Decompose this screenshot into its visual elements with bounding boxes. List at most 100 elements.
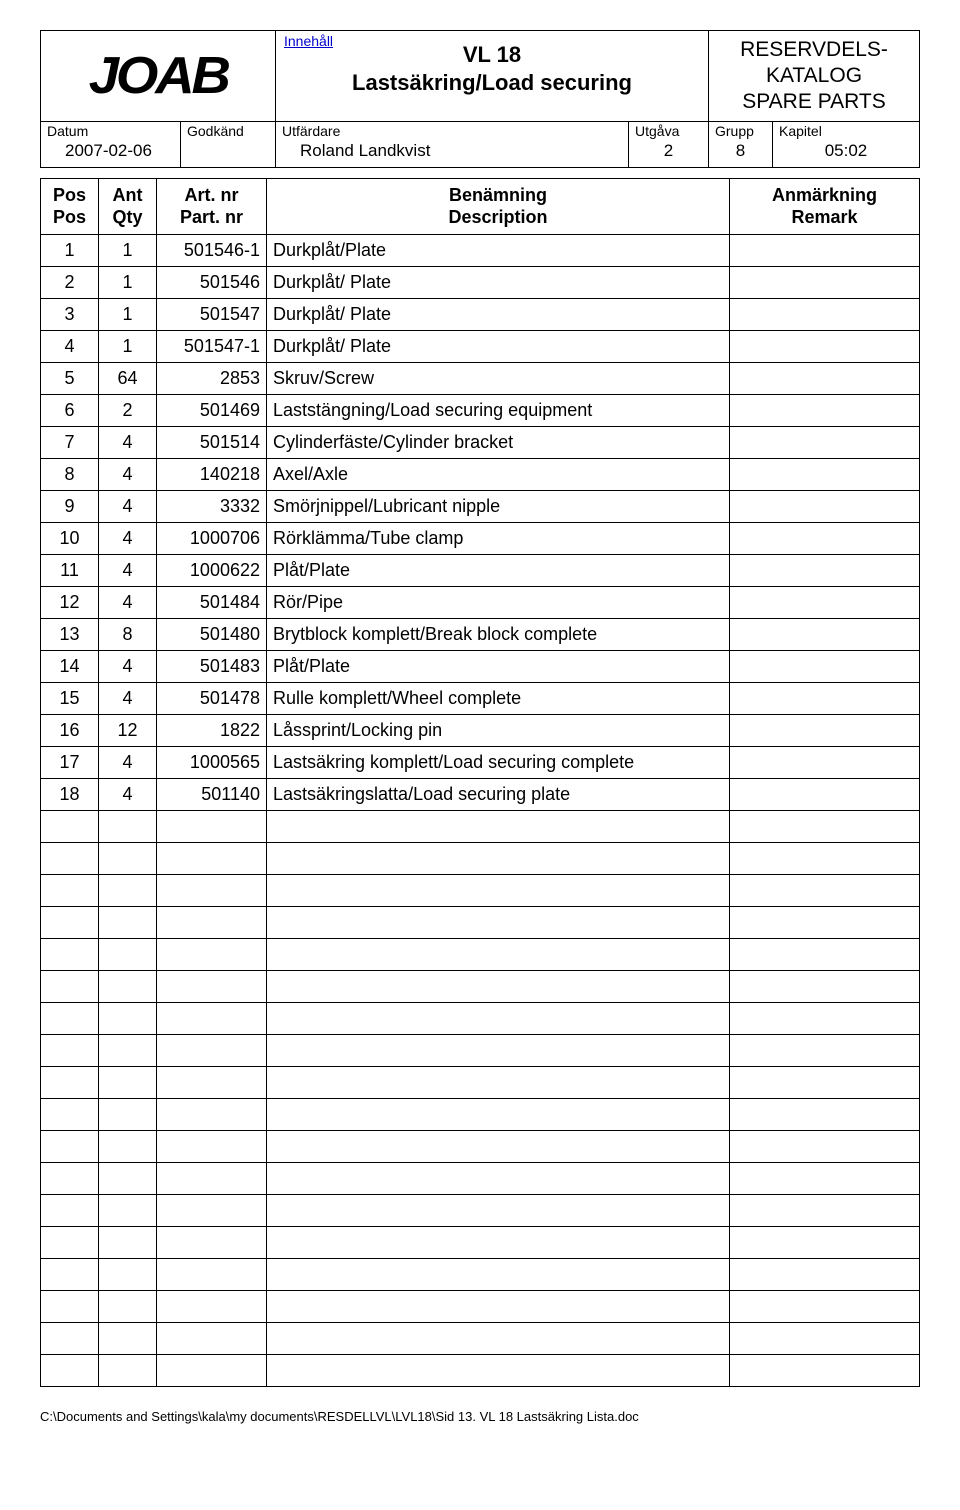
cell-qty (99, 811, 157, 843)
cell-art (157, 1099, 267, 1131)
cell-art: 140218 (157, 459, 267, 491)
cell-desc (267, 1355, 730, 1387)
cell-rem (730, 1067, 920, 1099)
cell-desc: Laststängning/Load securing equipment (267, 395, 730, 427)
cell-pos (41, 1355, 99, 1387)
cell-art: 501483 (157, 651, 267, 683)
cell-art (157, 1227, 267, 1259)
cell-pos: 4 (41, 331, 99, 363)
table-row: 154501478Rulle komplett/Wheel complete (41, 683, 920, 715)
cell-desc (267, 1131, 730, 1163)
cell-art (157, 1259, 267, 1291)
cell-rem (730, 267, 920, 299)
cell-qty: 8 (99, 619, 157, 651)
cell-art: 501480 (157, 619, 267, 651)
cell-art: 3332 (157, 491, 267, 523)
cell-qty: 4 (99, 491, 157, 523)
cell-rem (730, 1323, 920, 1355)
cell-qty (99, 843, 157, 875)
cell-desc (267, 1067, 730, 1099)
cell-pos: 2 (41, 267, 99, 299)
cell-qty (99, 907, 157, 939)
cell-art (157, 875, 267, 907)
cell-pos: 7 (41, 427, 99, 459)
cell-rem (730, 555, 920, 587)
table-row-empty (41, 1291, 920, 1323)
cell-desc: Brytblock komplett/Break block complete (267, 619, 730, 651)
cell-pos: 8 (41, 459, 99, 491)
table-row-empty (41, 1131, 920, 1163)
cell-rem (730, 843, 920, 875)
cell-art (157, 843, 267, 875)
cell-qty: 1 (99, 235, 157, 267)
header-box: JOAB Innehåll VL 18 Lastsäkring/Load sec… (40, 30, 920, 168)
cell-art: 1000565 (157, 747, 267, 779)
cell-qty (99, 1003, 157, 1035)
cell-desc: Durkplåt/ Plate (267, 299, 730, 331)
cell-pos (41, 1163, 99, 1195)
table-row-empty (41, 1323, 920, 1355)
meta-utfardare-value: Roland Landkvist (282, 139, 622, 161)
cell-art: 501546-1 (157, 235, 267, 267)
toc-link[interactable]: Innehåll (284, 33, 333, 49)
cell-desc: Plåt/Plate (267, 651, 730, 683)
cell-qty: 4 (99, 523, 157, 555)
cell-pos (41, 1259, 99, 1291)
cell-desc: Lastsäkring komplett/Load securing compl… (267, 747, 730, 779)
th-desc: BenämningDescription (267, 179, 730, 235)
page: JOAB Innehåll VL 18 Lastsäkring/Load sec… (0, 0, 960, 1510)
cell-desc (267, 1099, 730, 1131)
cell-rem (730, 619, 920, 651)
table-row-empty (41, 1067, 920, 1099)
meta-datum-value: 2007-02-06 (47, 139, 174, 161)
th-rem-text: AnmärkningRemark (772, 185, 877, 227)
cell-pos (41, 971, 99, 1003)
cell-pos (41, 843, 99, 875)
title-cell: Innehåll VL 18 Lastsäkring/Load securing (276, 31, 709, 121)
header-row-2: Datum 2007-02-06 Godkänd Utfärdare Rolan… (41, 121, 919, 167)
cell-desc: Cylinderfäste/Cylinder bracket (267, 427, 730, 459)
cell-pos: 3 (41, 299, 99, 331)
table-row-empty (41, 1355, 920, 1387)
meta-kapitel-value: 05:02 (779, 139, 913, 161)
cell-art: 501514 (157, 427, 267, 459)
catalog-line-2: KATALOG (766, 63, 862, 89)
cell-desc: Rör/Pipe (267, 587, 730, 619)
cell-art: 1822 (157, 715, 267, 747)
header-row-1: JOAB Innehåll VL 18 Lastsäkring/Load sec… (41, 31, 919, 121)
cell-qty (99, 1067, 157, 1099)
table-row: 11501546-1Durkplåt/Plate (41, 235, 920, 267)
cell-art: 501469 (157, 395, 267, 427)
table-row: 5642853Skruv/Screw (41, 363, 920, 395)
cell-desc: Axel/Axle (267, 459, 730, 491)
table-row-empty (41, 971, 920, 1003)
cell-qty (99, 1323, 157, 1355)
cell-qty: 4 (99, 747, 157, 779)
cell-pos (41, 1035, 99, 1067)
cell-art (157, 907, 267, 939)
cell-desc (267, 1259, 730, 1291)
cell-desc: Durkplåt/Plate (267, 235, 730, 267)
cell-qty (99, 1355, 157, 1387)
catalog-line-3: SPARE PARTS (742, 89, 886, 115)
meta-grupp-label: Grupp (715, 124, 766, 139)
cell-pos: 15 (41, 683, 99, 715)
cell-pos: 6 (41, 395, 99, 427)
meta-godkand-label: Godkänd (187, 124, 269, 139)
cell-rem (730, 363, 920, 395)
cell-qty (99, 1099, 157, 1131)
table-row-empty (41, 907, 920, 939)
table-row-empty (41, 1259, 920, 1291)
cell-qty: 4 (99, 683, 157, 715)
cell-art (157, 1291, 267, 1323)
cell-pos: 12 (41, 587, 99, 619)
cell-pos: 13 (41, 619, 99, 651)
th-art: Art. nrPart. nr (157, 179, 267, 235)
cell-rem (730, 779, 920, 811)
cell-desc (267, 1163, 730, 1195)
cell-rem (730, 1259, 920, 1291)
cell-desc (267, 1323, 730, 1355)
table-row: 74501514Cylinderfäste/Cylinder bracket (41, 427, 920, 459)
cell-desc: Durkplåt/ Plate (267, 331, 730, 363)
cell-art: 501140 (157, 779, 267, 811)
